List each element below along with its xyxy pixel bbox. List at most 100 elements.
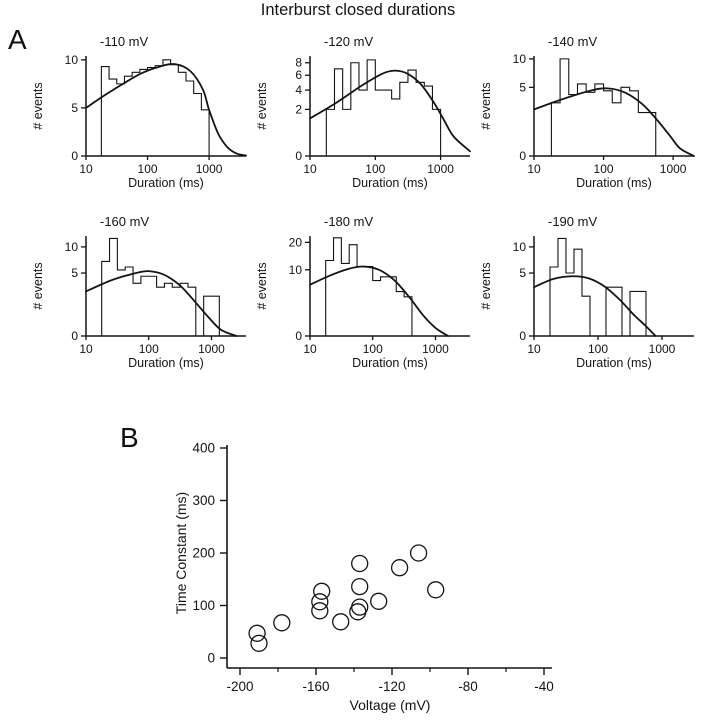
histogram-outline	[100, 59, 210, 156]
x-tick-label: 10	[303, 342, 317, 356]
y-tick-label: 0	[207, 651, 215, 666]
y-tick-label: 10	[65, 240, 79, 254]
y-tick-label: 5	[519, 266, 526, 280]
x-axis-title: Duration (ms)	[576, 176, 652, 190]
data-point	[390, 559, 409, 577]
histogram-svg--140mV: 0 5 10 10 100 1000 Duration (ms) # events -140 m…	[479, 34, 695, 190]
y-tick-label: 0	[295, 329, 302, 343]
data-point	[250, 634, 268, 652]
data-point	[313, 582, 331, 600]
x-tick-label: 1000	[422, 342, 449, 356]
y-tick-label: 0	[519, 149, 526, 163]
x-tick-label: 100	[139, 342, 159, 356]
x-axis-title: Duration (ms)	[128, 356, 204, 370]
x-axis-title: Duration (ms)	[128, 176, 204, 190]
voltage-label: -190 mV	[548, 214, 597, 229]
y-axis-title: # events	[255, 262, 269, 309]
histogram-subplot--110mV: 0 5 10 10 100 1000 Duration (ms) # events -110 m…	[28, 26, 256, 208]
y-tick-label: 8	[295, 56, 302, 70]
x-tick-label: 10	[79, 162, 93, 176]
data-point	[311, 602, 329, 620]
panel-a-letter: A	[8, 24, 27, 55]
histogram-outline	[325, 59, 442, 156]
y-axis-title: # events	[31, 82, 45, 129]
fit-curve	[309, 265, 449, 337]
x-axis-title: Duration (ms)	[352, 356, 428, 370]
fit-curve	[309, 69, 471, 153]
x-tick-label: 100	[594, 162, 614, 176]
x-axis-title: Duration (ms)	[352, 176, 428, 190]
x-tick-label: -200	[226, 679, 253, 694]
fit-curve	[85, 270, 238, 337]
x-axis-title: Voltage (mV)	[350, 697, 431, 713]
y-tick-label: 400	[192, 441, 215, 456]
y-tick-label: 6	[295, 68, 302, 82]
histogram-subplot--190mV: 0 5 10 10 100 1000 Duration (ms) # events -190 m…	[476, 206, 704, 388]
x-tick-label: -160	[302, 679, 329, 694]
fit-curve	[533, 87, 695, 157]
x-tick-label: -40	[534, 679, 554, 694]
histogram-subplot--120mV: 0 2 4 6 8 10 100 1000 Duration (ms) # events -120 …	[252, 26, 480, 208]
y-axis-title: # events	[479, 262, 493, 309]
voltage-label: -120 mV	[324, 34, 373, 49]
histogram-subplot--140mV: 0 5 10 10 100 1000 Duration (ms) # events -140 m…	[476, 26, 704, 208]
data-point	[409, 544, 428, 562]
histogram-outline	[325, 237, 413, 336]
scatter-svg: 0 100 200 300 400 -200 -160 -120 -80 -40 Voltage (…	[173, 441, 554, 714]
y-tick-label: 2	[295, 102, 302, 116]
data-point	[427, 581, 445, 599]
x-axis-title: Duration (ms)	[576, 356, 652, 370]
data-point	[273, 614, 291, 632]
y-tick-label: 0	[71, 329, 78, 343]
x-tick-label: 10	[527, 162, 541, 176]
data-point	[311, 593, 329, 611]
x-tick-label: 100	[588, 342, 608, 356]
y-tick-label: 0	[295, 149, 302, 163]
histogram-outline	[101, 237, 220, 337]
x-tick-label: -120	[378, 679, 405, 694]
y-tick-label: 0	[519, 329, 526, 343]
x-tick-label: 100	[138, 162, 158, 176]
data-point	[349, 603, 367, 621]
x-tick-label: 1000	[198, 342, 225, 356]
histogram-subplot--160mV: 0 5 10 10 100 1000 Duration (ms) # events -160 m…	[28, 206, 256, 388]
y-tick-label: 200	[192, 546, 215, 561]
x-tick-label: 10	[303, 162, 317, 176]
data-point	[248, 624, 266, 642]
y-tick-label: 5	[71, 101, 78, 115]
y-tick-label: 10	[289, 263, 303, 277]
histogram-subplot--180mV: 0 10 20 10 100 1000 Duration (ms) # events -180 …	[252, 206, 480, 388]
y-tick-label: 300	[192, 493, 215, 508]
y-tick-label: 10	[513, 240, 527, 254]
x-tick-label: 10	[79, 342, 93, 356]
y-tick-label: 5	[519, 80, 526, 94]
data-point	[351, 554, 369, 573]
x-tick-label: 1000	[649, 342, 676, 356]
x-tick-label: 1000	[427, 162, 454, 176]
figure-title: Interburst closed durations	[260, 1, 456, 19]
y-tick-label: 4	[295, 83, 302, 97]
fit-curve	[85, 63, 247, 157]
data-point	[351, 577, 369, 596]
voltage-label: -180 mV	[324, 214, 373, 229]
y-tick-label: 10	[65, 53, 79, 67]
y-axis-title: Time Constant (ms)	[173, 492, 189, 614]
x-tick-label: 1000	[196, 162, 223, 176]
x-tick-label: -80	[458, 679, 478, 694]
panel-b-letter: B	[120, 422, 139, 453]
voltage-label: -160 mV	[100, 214, 149, 229]
voltage-label: -140 mV	[548, 34, 597, 49]
x-tick-label: 1000	[660, 162, 687, 176]
y-tick-label: 0	[71, 149, 78, 163]
y-axis-title: # events	[255, 82, 269, 129]
x-tick-label: 10	[527, 342, 541, 356]
y-axis-title: # events	[31, 262, 45, 309]
data-point	[332, 613, 350, 631]
histogram-outline	[549, 237, 647, 337]
